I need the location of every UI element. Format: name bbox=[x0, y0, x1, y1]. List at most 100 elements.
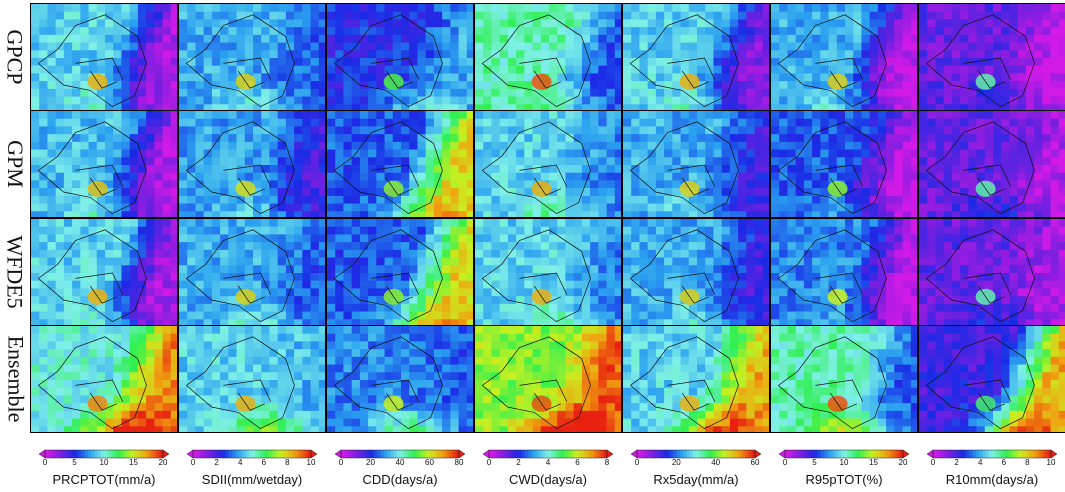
heatmap-cell bbox=[466, 157, 473, 166]
heatmap-cell bbox=[877, 73, 887, 82]
heatmap-cell bbox=[507, 195, 517, 205]
heatmap-cell bbox=[795, 165, 805, 174]
heatmap-cell bbox=[113, 265, 123, 274]
heatmap-cell bbox=[261, 65, 271, 75]
heatmap-cell bbox=[113, 111, 123, 120]
heatmap-cell bbox=[359, 195, 369, 205]
heatmap-cell bbox=[877, 219, 887, 228]
heatmap-cell bbox=[458, 134, 468, 143]
heatmap-cell bbox=[861, 11, 871, 21]
heatmap-cell bbox=[195, 311, 205, 320]
heatmap-cell bbox=[269, 242, 279, 251]
heatmap-cell bbox=[762, 257, 769, 266]
heatmap-cell bbox=[746, 226, 756, 236]
heatmap-cell bbox=[179, 58, 188, 67]
heatmap-cell bbox=[228, 73, 238, 82]
heatmap-cell bbox=[787, 65, 797, 75]
heatmap-cell bbox=[302, 180, 312, 189]
heatmap-cell bbox=[655, 273, 665, 282]
heatmap-cell bbox=[376, 4, 386, 13]
heatmap-cell bbox=[869, 11, 879, 21]
heatmap-cell bbox=[540, 172, 550, 182]
heatmap-cell bbox=[869, 165, 879, 174]
heatmap-cell bbox=[787, 81, 797, 90]
heatmap-cell bbox=[976, 172, 986, 182]
heatmap-cell bbox=[1009, 180, 1019, 189]
heatmap-cell bbox=[664, 219, 673, 228]
heatmap-cell bbox=[417, 180, 427, 189]
heatmap-cell bbox=[902, 58, 912, 67]
heatmap-cell bbox=[96, 134, 106, 143]
heatmap-cell bbox=[803, 50, 813, 59]
heatmap-cell bbox=[655, 88, 665, 98]
heatmap-cell bbox=[195, 234, 205, 243]
heatmap-cell bbox=[55, 50, 65, 59]
heatmap-cell bbox=[392, 249, 402, 259]
heatmap-cell bbox=[466, 149, 473, 158]
heatmap-cell bbox=[72, 234, 81, 243]
heatmap-cell bbox=[88, 157, 98, 166]
heatmap-cell bbox=[910, 126, 917, 135]
heatmap-cell bbox=[105, 65, 114, 75]
heatmap-cell bbox=[581, 19, 591, 28]
heatmap-cell bbox=[170, 211, 177, 217]
heatmap-cell bbox=[121, 288, 131, 297]
heatmap-cell bbox=[343, 42, 353, 51]
heatmap-cell bbox=[779, 203, 789, 212]
heatmap-cell bbox=[581, 219, 591, 228]
heatmap-cell bbox=[179, 88, 188, 98]
heatmap-cell bbox=[137, 141, 147, 151]
heatmap-cell bbox=[672, 88, 682, 98]
heatmap-cell bbox=[516, 88, 525, 98]
heatmap-cell bbox=[195, 242, 205, 251]
heatmap-cell bbox=[162, 234, 172, 243]
heatmap-cell bbox=[55, 118, 65, 128]
heatmap-cell bbox=[762, 273, 769, 282]
heatmap-cell bbox=[639, 141, 649, 151]
heatmap-cell bbox=[351, 280, 361, 290]
heatmap-cell bbox=[253, 226, 262, 236]
heatmap-cell bbox=[573, 265, 583, 274]
heatmap-cell bbox=[47, 65, 57, 75]
heatmap-cell bbox=[80, 96, 90, 105]
heatmap-cell bbox=[812, 27, 821, 36]
heatmap-cell bbox=[294, 34, 303, 44]
heatmap-cell bbox=[483, 88, 493, 98]
heatmap-cell bbox=[285, 118, 295, 128]
heatmap-cell bbox=[121, 257, 131, 266]
heatmap-cell bbox=[384, 273, 394, 282]
heatmap-cell bbox=[639, 4, 649, 13]
heatmap-cell bbox=[614, 34, 621, 44]
heatmap-cell bbox=[1025, 11, 1035, 21]
heatmap-cell bbox=[211, 188, 221, 197]
heatmap-cell bbox=[425, 234, 435, 243]
heatmap-cell bbox=[1001, 188, 1011, 197]
heatmap-cell bbox=[55, 111, 65, 120]
heatmap-cell bbox=[162, 172, 172, 182]
heatmap-cell bbox=[376, 319, 386, 325]
heatmap-cell bbox=[647, 11, 657, 21]
heatmap-cell bbox=[507, 242, 517, 251]
heatmap-cell bbox=[672, 303, 682, 313]
heatmap-cell bbox=[557, 157, 567, 166]
heatmap-cell bbox=[31, 34, 40, 44]
map-panel-gpcp-6 bbox=[918, 3, 1065, 111]
heatmap-cell bbox=[146, 58, 155, 67]
heatmap-cell bbox=[80, 104, 90, 110]
heatmap-cell bbox=[269, 195, 279, 205]
heatmap-cell bbox=[162, 111, 172, 120]
heatmap-cell bbox=[771, 188, 780, 197]
heatmap-cell bbox=[162, 27, 172, 36]
boundary-lines bbox=[37, 121, 147, 215]
heatmap-cell bbox=[244, 126, 254, 135]
heatmap-cell bbox=[458, 73, 468, 82]
heatmap-cell bbox=[581, 280, 591, 290]
heatmap-cell bbox=[960, 88, 969, 98]
heatmap-cell bbox=[121, 249, 131, 259]
heatmap-cell bbox=[327, 203, 336, 212]
map-panel-gpm-4 bbox=[622, 110, 770, 218]
heatmap-cell bbox=[631, 157, 641, 166]
heatmap-cell bbox=[762, 141, 769, 151]
heatmap-cell bbox=[31, 50, 40, 59]
heatmap-cell bbox=[787, 88, 797, 98]
